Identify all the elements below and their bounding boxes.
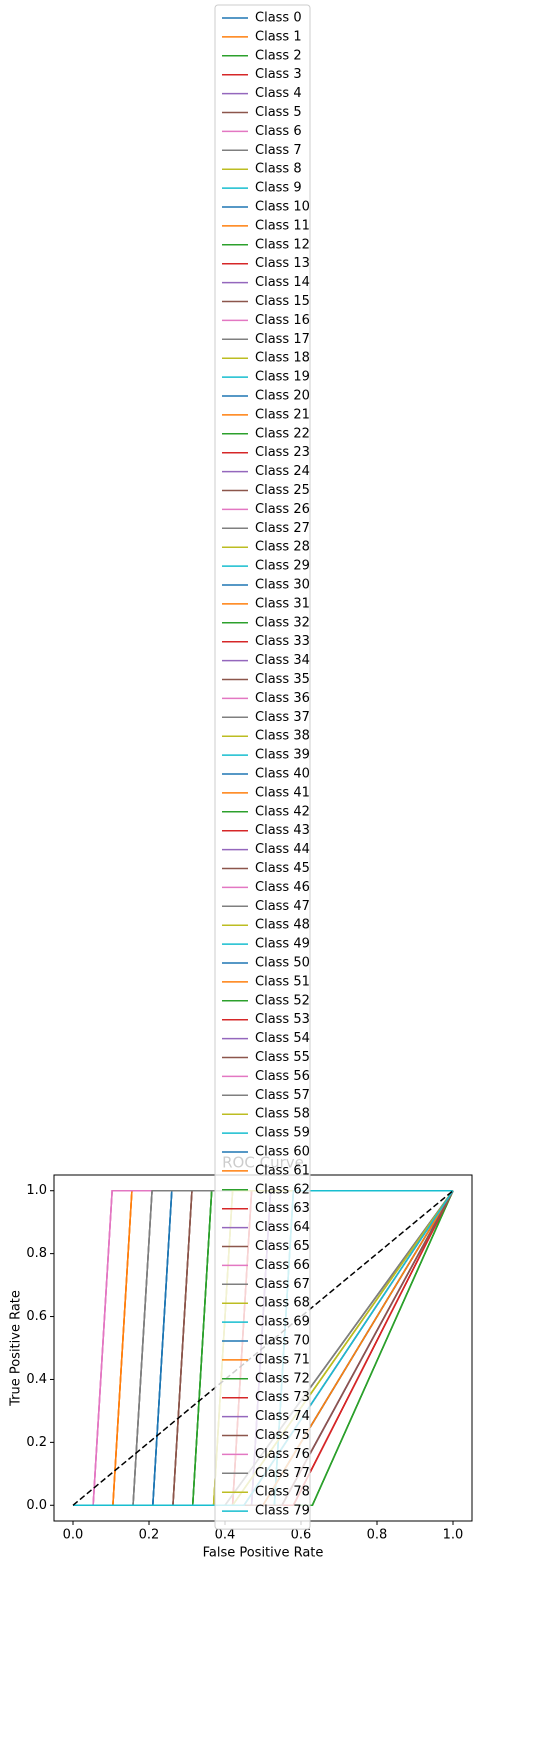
x-tick-label: 0.2 [139,1528,160,1543]
legend-label: Class 60 [255,1145,310,1160]
legend-label: Class 29 [255,559,310,574]
legend-label: Class 59 [255,1126,310,1141]
legend-label: Class 50 [255,956,310,971]
legend-label: Class 51 [255,974,310,989]
legend-label: Class 17 [255,332,310,347]
legend-label: Class 79 [255,1504,310,1519]
legend-label: Class 31 [255,596,310,611]
legend-label: Class 1 [255,29,302,44]
legend-label: Class 2 [255,48,302,63]
legend-label: Class 71 [255,1352,310,1367]
legend-label: Class 0 [255,11,302,26]
legend-label: Class 5 [255,105,302,120]
legend-label: Class 39 [255,748,310,763]
legend-label: Class 67 [255,1277,310,1292]
legend-box [214,4,311,1530]
legend-label: Class 6 [255,124,302,139]
legend-label: Class 69 [255,1315,310,1330]
legend-label: Class 14 [255,275,310,290]
legend-label: Class 41 [255,785,310,800]
legend-label: Class 19 [255,370,310,385]
legend-label: Class 76 [255,1447,310,1462]
y-axis-label: True Positive Rate [9,1290,24,1407]
legend-label: Class 64 [255,1220,310,1235]
legend-label: Class 40 [255,767,310,782]
legend-label: Class 62 [255,1182,310,1197]
legend-label: Class 36 [255,691,310,706]
legend-label: Class 11 [255,218,310,233]
legend-label: Class 78 [255,1485,310,1500]
legend-label: Class 61 [255,1163,310,1178]
legend-label: Class 75 [255,1428,310,1443]
legend-label: Class 68 [255,1296,310,1311]
legend-label: Class 54 [255,1031,310,1046]
legend-label: Class 32 [255,615,310,630]
legend-label: Class 26 [255,502,310,517]
legend-label: Class 37 [255,710,310,725]
legend-label: Class 66 [255,1258,310,1273]
legend-label: Class 57 [255,1088,310,1103]
x-tick-label: 0.0 [63,1528,84,1543]
legend-label: Class 23 [255,445,310,460]
legend-label: Class 63 [255,1201,310,1216]
legend-label: Class 25 [255,483,310,498]
legend-label: Class 77 [255,1466,310,1481]
legend-label: Class 18 [255,351,310,366]
x-tick-label: 0.8 [367,1528,388,1543]
legend-label: Class 44 [255,842,310,857]
legend-label: Class 49 [255,937,310,952]
legend-label: Class 15 [255,294,310,309]
legend-label: Class 7 [255,143,302,158]
legend-label: Class 55 [255,1050,310,1065]
legend-label: Class 53 [255,1012,310,1027]
legend-label: Class 8 [255,162,302,177]
legend-label: Class 13 [255,256,310,271]
legend-label: Class 58 [255,1107,310,1122]
legend-label: Class 65 [255,1239,310,1254]
legend-label: Class 21 [255,407,310,422]
legend-label: Class 9 [255,181,302,196]
legend-label: Class 34 [255,653,310,668]
x-tick-label: 0.4 [215,1528,236,1543]
legend-label: Class 70 [255,1334,310,1349]
x-axis-label: False Positive Rate [203,1546,324,1561]
legend-label: Class 35 [255,672,310,687]
legend-label: Class 20 [255,389,310,404]
legend-label: Class 10 [255,200,310,215]
legend-label: Class 28 [255,540,310,555]
legend-label: Class 72 [255,1371,310,1386]
y-tick-label: 0.0 [26,1498,47,1513]
legend-label: Class 48 [255,918,310,933]
y-tick-label: 1.0 [26,1183,47,1198]
legend-label: Class 30 [255,578,310,593]
legend-label: Class 52 [255,993,310,1008]
legend-label: Class 42 [255,804,310,819]
legend-label: Class 27 [255,521,310,536]
x-tick-label: 1.0 [443,1528,464,1543]
legend-label: Class 38 [255,729,310,744]
y-tick-label: 0.4 [26,1372,47,1387]
legend-label: Class 22 [255,426,310,441]
legend-label: Class 12 [255,237,310,252]
y-tick-label: 0.2 [26,1435,47,1450]
legend-label: Class 43 [255,823,310,838]
y-tick-label: 0.8 [26,1246,47,1261]
legend-label: Class 4 [255,86,302,101]
legend-label: Class 3 [255,67,302,82]
legend-label: Class 33 [255,634,310,649]
legend-label: Class 16 [255,313,310,328]
legend-label: Class 74 [255,1409,310,1424]
x-tick-label: 0.6 [291,1528,312,1543]
legend-label: Class 47 [255,899,310,914]
legend-label: Class 24 [255,464,310,479]
legend-label: Class 45 [255,861,310,876]
legend-label: Class 46 [255,880,310,895]
y-tick-label: 0.6 [26,1309,47,1324]
legend-label: Class 73 [255,1390,310,1405]
legend-label: Class 56 [255,1069,310,1084]
